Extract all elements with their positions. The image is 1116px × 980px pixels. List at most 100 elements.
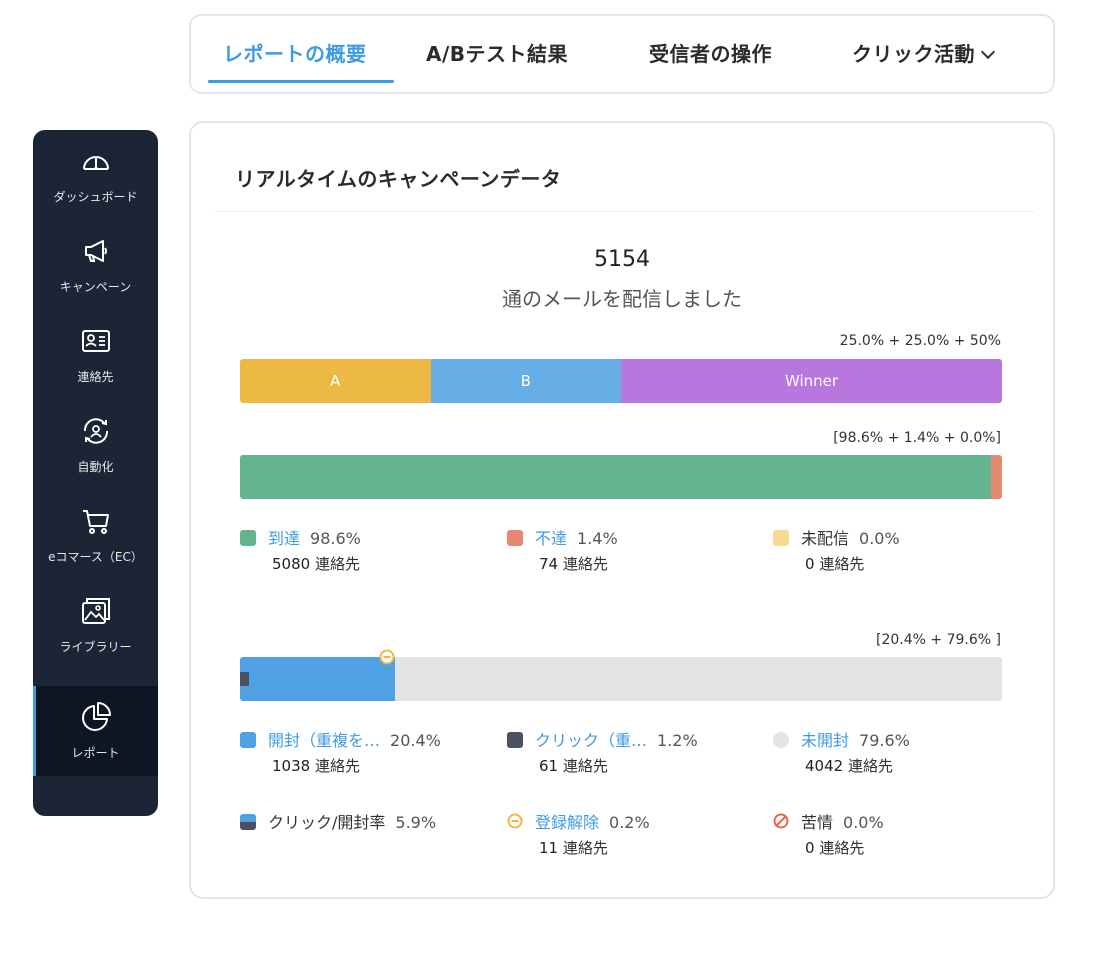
stat-percent: 1.4%	[577, 529, 618, 548]
stat-label: 到達 98.6%	[268, 525, 361, 549]
stat-count: 61 連絡先	[539, 755, 608, 776]
sidebar-item-label: 自動化	[77, 460, 114, 474]
stat-count-number: 11	[539, 839, 559, 857]
stat-count-unit: 連絡先	[314, 555, 360, 573]
stat-count-unit: 連絡先	[847, 757, 893, 775]
stat-percent: 0.0%	[859, 529, 900, 548]
sidebar-item-automation[interactable]: 自動化	[33, 400, 158, 490]
stat-name[interactable]: クリック（重…	[535, 731, 648, 750]
automation-icon	[83, 418, 109, 444]
ab-split-bar: A B Winner	[240, 359, 1002, 403]
stat-name[interactable]: 不達	[535, 529, 568, 548]
stat-name[interactable]: 未開封	[801, 731, 850, 750]
stat-name[interactable]: 登録解除	[535, 813, 600, 832]
stat-count-number: 0	[805, 555, 815, 573]
active-tab-underline	[208, 80, 394, 83]
tab-ab-test-results[interactable]: A/Bテスト結果	[426, 42, 569, 66]
stat-count-unit: 連絡先	[562, 555, 608, 573]
tab-click-activity[interactable]: クリック活動	[852, 38, 996, 67]
stat-label: 苦情 0.0%	[801, 809, 884, 833]
tab-recipient-actions[interactable]: 受信者の操作	[649, 42, 772, 66]
stat-count: 74 連絡先	[539, 553, 608, 574]
stat-name: クリック/開封率	[268, 813, 386, 832]
sidebar-item-library[interactable]: ライブラリー	[33, 580, 158, 670]
legend-swatch-click-open-rate	[240, 814, 256, 830]
stat-percent: 98.6%	[310, 529, 361, 548]
pie-chart-icon	[82, 702, 111, 731]
sidebar-item-label: レポート	[71, 746, 120, 760]
tab-click-activity-label: クリック活動	[852, 42, 975, 66]
delivery-bar	[240, 455, 1002, 499]
stat-label: 未配信 0.0%	[801, 525, 900, 549]
sidebar-item-ecommerce[interactable]: eコマース（EC）	[33, 490, 158, 580]
stat-name[interactable]: 到達	[268, 529, 301, 548]
stat-percent: 0.2%	[609, 813, 650, 832]
card-divider	[215, 211, 1035, 212]
stat-count-number: 74	[539, 555, 559, 573]
stat-name[interactable]: 開封（重複を…	[268, 731, 381, 750]
stat-count-unit: 連絡先	[314, 757, 360, 775]
report-tab-bar: レポートの概要 A/Bテスト結果 受信者の操作 クリック活動	[189, 14, 1055, 94]
chevron-down-icon	[980, 44, 996, 60]
legend-swatch-bounced	[507, 530, 523, 546]
stat-label: クリック/開封率 5.9%	[268, 809, 436, 833]
legend-swatch-delivered	[240, 530, 256, 546]
sidebar-item-contacts[interactable]: 連絡先	[33, 310, 158, 400]
sidebar-item-label: 連絡先	[77, 370, 114, 384]
library-icon	[82, 598, 110, 624]
unsubscribe-icon	[379, 649, 395, 665]
legend-swatch-clicked	[507, 732, 523, 748]
unsubscribe-icon	[507, 813, 523, 829]
sidebar-item-label: eコマース（EC）	[48, 550, 143, 564]
stat-count-number: 0	[805, 839, 815, 857]
total-sent-count: 5154	[594, 247, 650, 272]
stat-percent: 0.0%	[843, 813, 884, 832]
split-segment-winner: Winner	[621, 359, 1002, 403]
split-segment-label: Winner	[784, 372, 839, 390]
stat-name: 苦情	[801, 813, 834, 832]
sidebar-item-campaigns[interactable]: キャンペーン	[33, 220, 158, 310]
stat-label: 不達 1.4%	[535, 525, 618, 549]
delivery-segment-delivered	[240, 455, 992, 499]
stat-label: クリック（重… 1.2%	[535, 727, 698, 751]
stat-count: 11 連絡先	[539, 837, 608, 858]
sidebar-item-reports[interactable]: レポート	[33, 686, 158, 776]
tab-report-overview[interactable]: レポートの概要	[223, 42, 367, 66]
stat-count-number: 4042	[805, 757, 844, 775]
split-segment-label: A	[330, 372, 341, 390]
stat-count: 0 連絡先	[805, 837, 864, 858]
legend-swatch-undelivered	[773, 530, 789, 546]
sidebar-item-dashboard[interactable]: ダッシュボード	[33, 130, 158, 220]
stat-count-number: 5080	[272, 555, 311, 573]
cart-icon	[83, 510, 109, 534]
stat-name: 未配信	[801, 529, 850, 548]
split-segment-b: B	[430, 359, 621, 403]
delivery-segment-bounced	[991, 455, 1002, 499]
realtime-campaign-card: リアルタイムのキャンペーンデータ 5154 通のメールを配信しました 25.0%…	[189, 121, 1055, 899]
stat-percent: 5.9%	[395, 813, 437, 832]
stat-count-unit: 連絡先	[819, 839, 865, 857]
legend-swatch-opened	[240, 732, 256, 748]
dashboard-icon	[83, 156, 109, 170]
sidebar-item-label: ライブラリー	[59, 640, 132, 654]
stat-percent: 20.4%	[390, 731, 441, 750]
stat-count: 4042 連絡先	[805, 755, 893, 776]
opens-bar	[240, 649, 1002, 701]
stat-count: 5080 連絡先	[272, 553, 360, 574]
stat-label: 開封（重複を… 20.4%	[268, 727, 441, 751]
split-segment-label: B	[520, 372, 531, 390]
opens-ratio: [20.4% + 79.6% ]	[876, 632, 1001, 648]
stat-count-unit: 連絡先	[562, 839, 608, 857]
stat-label: 登録解除 0.2%	[535, 809, 650, 833]
unsubscribe-marker	[379, 649, 395, 665]
stat-count: 0 連絡先	[805, 553, 864, 574]
sidebar-item-label: キャンペーン	[59, 280, 132, 294]
stat-percent: 79.6%	[859, 731, 910, 750]
complaint-icon	[773, 813, 789, 829]
stat-count-number: 61	[539, 757, 559, 775]
legend-swatch-unopened	[773, 732, 789, 748]
split-ratio: 25.0% + 25.0% + 50%	[839, 333, 1001, 349]
total-sent-caption: 通のメールを配信しました	[502, 287, 742, 311]
opens-segment-clicked	[240, 672, 250, 686]
megaphone-icon	[85, 240, 107, 262]
